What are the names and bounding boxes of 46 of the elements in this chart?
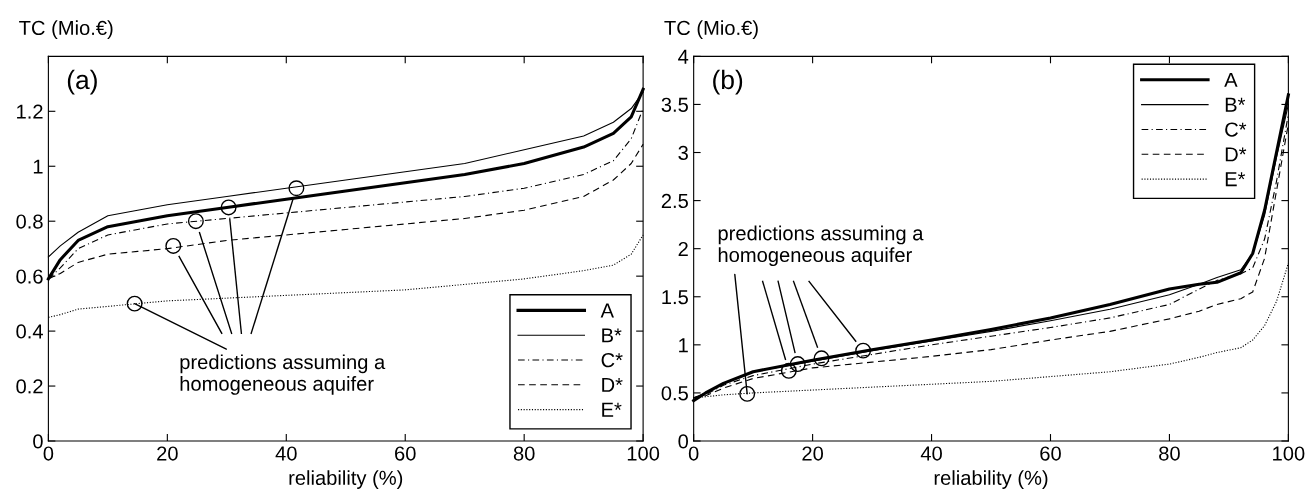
x-tick-label: 0 (43, 446, 54, 461)
x-tick-label: 40 (920, 446, 942, 461)
chart-title: (a) (67, 69, 97, 95)
legend-label: C* (1225, 122, 1247, 137)
y-tick-label: 0.2 (16, 379, 43, 394)
legend-label: C* (601, 352, 623, 368)
annotation: predictions assuming a homogeneous aquifer (180, 354, 386, 395)
y-tick-label: 0.5 (661, 386, 688, 401)
y-tick-label: 0.6 (16, 269, 43, 284)
legend-label: B* (1225, 97, 1246, 112)
x-tick-label: 60 (395, 446, 416, 461)
annotation: predictions assuming a homogeneous aquifer (718, 225, 924, 267)
legend-label: E* (602, 402, 622, 417)
y-tick-label: 4 (678, 49, 689, 64)
y-axis-title: TC (Mio.€) (664, 20, 758, 40)
x-tick-label: 100 (1273, 446, 1305, 461)
chart-title: (b) (713, 69, 743, 95)
y-tick-label: 0 (33, 434, 43, 449)
x-tick-label: 60 (1040, 446, 1061, 461)
x-tick-label: 100 (627, 446, 660, 461)
x-tick-label: 0 (688, 446, 699, 461)
y-tick-label: 1 (679, 338, 688, 353)
y-tick-label: 3 (678, 145, 688, 161)
x-axis-title: reliability (%) (934, 470, 1048, 489)
y-tick-label: 2.5 (661, 193, 688, 209)
y-tick-label: 1.2 (17, 104, 43, 119)
y-tick-label: 0.4 (16, 324, 43, 339)
y-axis-title: TC (Mio.€) (19, 20, 113, 40)
y-tick-label: 0.8 (16, 214, 43, 229)
y-tick-label: 1.5 (662, 290, 688, 305)
legend-label: D* (1225, 147, 1247, 162)
legend-label: E* (1225, 172, 1246, 187)
y-tick-label: 0 (678, 434, 689, 449)
x-axis-title: reliability (%) (289, 470, 403, 489)
legend-label: A (600, 303, 614, 318)
x-tick-label: 40 (275, 446, 297, 461)
y-tick-label: 1 (33, 159, 43, 174)
legend-label: A (1224, 73, 1238, 87)
x-tick-label: 20 (802, 446, 824, 461)
y-tick-label: 2 (678, 241, 688, 256)
x-tick-label: 80 (1159, 446, 1180, 461)
x-tick-label: 20 (157, 446, 178, 461)
y-tick-label: 3.5 (661, 97, 688, 112)
x-tick-label: 80 (513, 446, 535, 461)
legend-label: B* (602, 328, 622, 343)
legend-label: D* (602, 378, 623, 392)
